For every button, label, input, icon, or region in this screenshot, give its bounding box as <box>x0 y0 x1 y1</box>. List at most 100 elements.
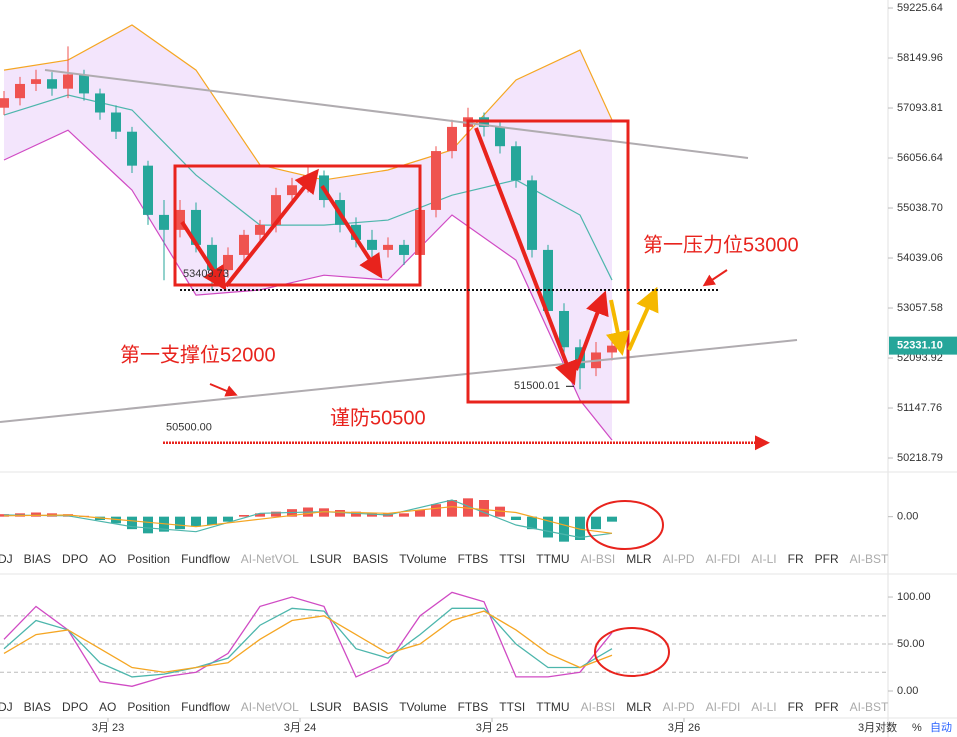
candle-body <box>575 347 585 369</box>
indicator-tab[interactable]: BIAS <box>23 552 52 566</box>
y-tick-label: 57093.81 <box>897 102 943 114</box>
candle-body <box>511 146 521 181</box>
indicator-tab[interactable]: AO <box>99 700 117 714</box>
indicator-tab[interactable]: BIAS <box>23 700 52 714</box>
macd-bar <box>447 500 457 517</box>
indicator-tab[interactable]: Fundflow <box>181 700 230 714</box>
indicator-tab[interactable]: TTMU <box>536 552 570 566</box>
indicator-tab[interactable]: LSUR <box>309 552 342 566</box>
candle-body <box>527 180 537 250</box>
candle-body <box>303 175 313 186</box>
indicator-tab[interactable]: AI-LI <box>751 700 777 714</box>
y-tick-label: 52093.92 <box>897 352 943 364</box>
candle-body <box>591 352 601 369</box>
macd-bar <box>463 498 473 517</box>
indicator-tab[interactable]: Fundflow <box>181 552 230 566</box>
indicator-tab[interactable]: AI-PD <box>662 700 695 714</box>
candle-body <box>239 234 249 255</box>
macd-bar <box>591 516 601 530</box>
y-tick-label: 54039.06 <box>897 252 943 264</box>
candle-body <box>47 79 57 89</box>
candle-body <box>111 112 121 132</box>
osc-line <box>3 591 613 687</box>
macd-bar <box>111 516 121 524</box>
indicator-tab[interactable]: PFR <box>814 700 839 714</box>
indicator-tab[interactable]: AO <box>99 552 117 566</box>
indicator-tab[interactable]: FTBS <box>457 552 489 566</box>
macd-bar <box>527 516 537 530</box>
indicator-tab[interactable]: AI-NetVOL <box>240 700 299 714</box>
candle-body <box>223 254 233 271</box>
macd-bar <box>495 506 505 517</box>
indicator-tab[interactable]: AI-PD <box>662 552 695 566</box>
macd-bar <box>511 516 521 520</box>
osc-line <box>3 610 613 673</box>
osc-line <box>3 607 613 678</box>
indicator-tab[interactable]: AI-NetVOL <box>240 552 299 566</box>
indicator-tab[interactable]: FTBS <box>457 700 489 714</box>
candle-body <box>479 117 489 127</box>
x-tick-label: 3月 26 <box>668 722 700 734</box>
y-tick-label: 0.00 <box>897 685 918 697</box>
macd-bar <box>223 516 233 522</box>
indicator-tab[interactable]: TTSI <box>499 700 526 714</box>
indicator-tab[interactable]: AI-BSI <box>580 552 616 566</box>
candle-body <box>0 98 9 108</box>
indicator-tab[interactable]: MLR <box>626 700 652 714</box>
indicator-tab[interactable]: TTMU <box>536 700 570 714</box>
x-tick-label: 3月 24 <box>284 722 316 734</box>
indicator-tab[interactable]: Position <box>127 700 171 714</box>
indicator-tab[interactable]: AI-FDI <box>705 700 741 714</box>
indicator-tab[interactable]: TTSI <box>499 552 526 566</box>
candle-body <box>319 175 329 201</box>
axis-button: 自动 <box>930 721 952 734</box>
macd-bar <box>607 516 617 522</box>
indicator-tab[interactable]: PFR <box>814 552 839 566</box>
indicator-tab[interactable]: FR <box>787 552 804 566</box>
indicator-tab[interactable]: AI-BST <box>849 552 889 566</box>
last-price-box <box>889 336 957 355</box>
indicator-tab[interactable]: MLR <box>626 552 652 566</box>
indicator-tabs: DJ BIAS DPO AO Position Fundflow AI-NetVOL LSUR… <box>0 700 888 714</box>
indicator-tab[interactable]: DJ <box>0 552 13 566</box>
candle-body <box>79 74 89 94</box>
macd-bar <box>127 516 137 530</box>
x-tick-label: 3月 23 <box>92 722 124 734</box>
candle-body <box>559 310 569 348</box>
macd-bar <box>239 515 249 517</box>
candle-body <box>175 209 185 230</box>
indicator-tab[interactable]: LSUR <box>309 700 342 714</box>
y-tick-label: 53057.58 <box>897 302 943 314</box>
candle-body <box>95 93 105 113</box>
candle-body <box>31 79 41 84</box>
indicator-tab[interactable]: AI-LI <box>751 552 777 566</box>
candle-body <box>15 83 25 99</box>
macd-bar <box>479 500 489 517</box>
y-tick-label: 59225.64 <box>897 2 943 14</box>
indicator-tabs: DJ BIAS DPO AO Position Fundflow AI-NetVOL LSUR… <box>0 552 888 566</box>
indicator-tab[interactable]: DJ <box>0 700 13 714</box>
y-tick-label: 58149.96 <box>897 52 943 64</box>
indicator-tab[interactable]: BASIS <box>352 552 389 566</box>
y-tick-label: 0.00 <box>897 511 918 523</box>
indicator-tab[interactable]: AI-FDI <box>705 552 741 566</box>
candle-body <box>159 214 169 230</box>
indicator-tab[interactable]: Position <box>127 552 171 566</box>
candle-body <box>287 185 297 196</box>
indicator-tab[interactable]: BASIS <box>352 700 389 714</box>
macd-bar <box>559 516 569 542</box>
indicator-tab[interactable]: AI-BSI <box>580 700 616 714</box>
indicator-tab[interactable]: TVolume <box>399 700 447 714</box>
indicator-tab[interactable]: DPO <box>62 552 89 566</box>
indicator-tab[interactable]: AI-BST <box>849 700 889 714</box>
y-tick-label: 51147.76 <box>897 402 942 414</box>
macd-line <box>3 506 613 534</box>
candle-body <box>399 244 409 255</box>
indicator-tab[interactable]: TVolume <box>399 552 447 566</box>
candle-body <box>415 209 425 255</box>
candle-body <box>255 224 265 235</box>
indicator-tab[interactable]: DPO <box>62 700 89 714</box>
indicator-tab[interactable]: FR <box>787 700 804 714</box>
y-tick-label: 100.00 <box>897 591 931 603</box>
